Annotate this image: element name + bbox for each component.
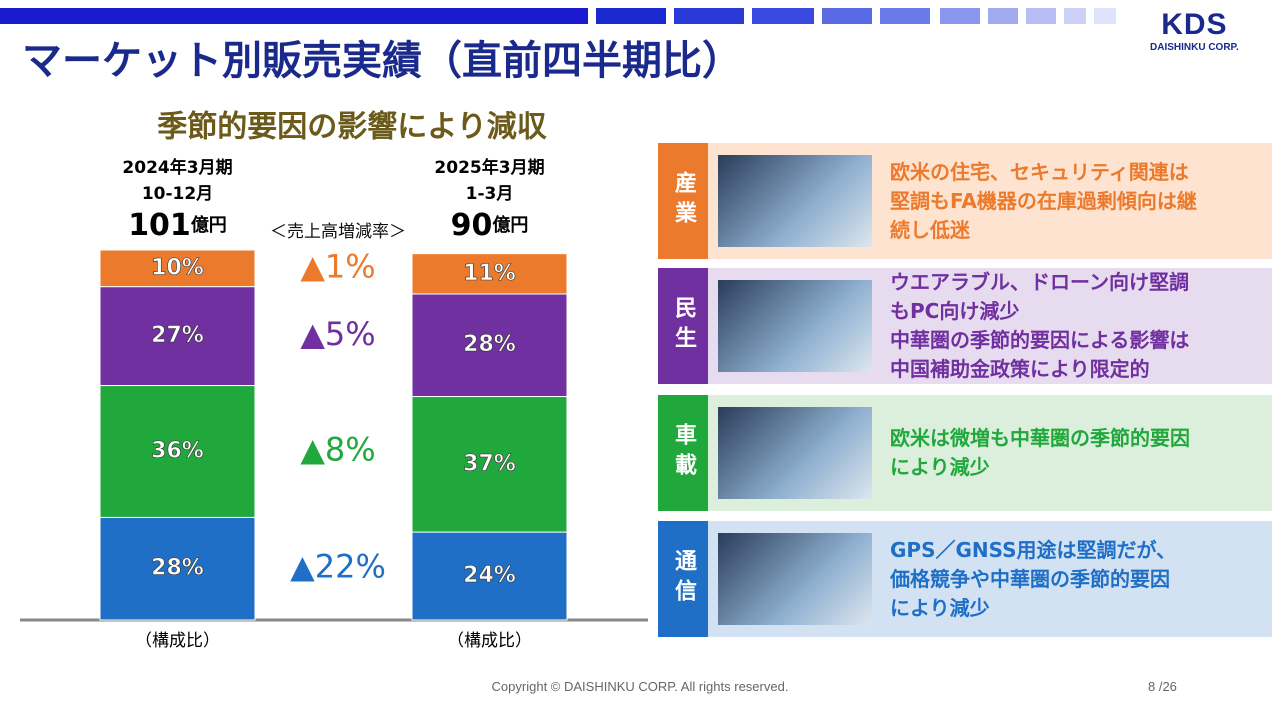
panel-line: ウエアラブル、ドローン向け堅調: [890, 270, 1189, 294]
panel: 車載 欧米は微増も中華圏の季節的要因 により減少: [658, 395, 1272, 511]
change-label: ▲22%: [290, 548, 386, 586]
panel-text: ウエアラブル、ドローン向け堅調 もPC向け減少中華圏の季節的要因による影響は 中国補…: [890, 268, 1189, 384]
panel-label: 民生: [658, 268, 708, 384]
bar-segment: [411, 396, 568, 533]
bar-segment: [99, 286, 256, 387]
title: マーケット別販売実績（直前四半期比）: [22, 38, 742, 84]
panel-image: [718, 407, 872, 499]
panel-label: 通信: [658, 521, 708, 637]
panel-line: 堅調もFA機器の在庫過剰傾向は継: [890, 188, 1197, 213]
bar-segment: [411, 531, 568, 621]
change-label: ▲8%: [300, 430, 375, 468]
panel-text: 欧米は微増も中華圏の季節的要因 により減少: [890, 395, 1190, 511]
total-label: 101億円: [128, 208, 227, 243]
panel-line: により減少: [890, 455, 990, 479]
panel-line: 欧米は微増も中華圏の季節的要因: [890, 426, 1190, 450]
panel-image: [718, 533, 872, 625]
panel: 通信 GPS／GNSS用途は堅調だが、 価格競争や中華圏の季節的要因 により減少: [658, 521, 1272, 637]
total-value: 101: [128, 208, 191, 243]
panel-line: 続し低迷: [890, 217, 970, 242]
value-label: 10%: [151, 255, 204, 280]
total-unit: 億円: [191, 214, 227, 236]
panel: 産業 欧米の住宅、セキュリティ関連は 堅調もFA機器の在庫過剰傾向は継 続し低迷: [658, 143, 1272, 259]
value-label: 24%: [463, 563, 516, 588]
header-bar: [0, 8, 1116, 24]
panel-image: [718, 155, 872, 247]
panel-image: [718, 280, 872, 372]
page-number: 8 /26: [1148, 679, 1177, 694]
panel-line: により減少: [890, 595, 990, 620]
panel-text: 欧米の住宅、セキュリティ関連は 堅調もFA機器の在庫過剰傾向は継 続し低迷: [890, 143, 1197, 259]
panel-line: 価格競争や中華圏の季節的要因: [890, 566, 1170, 591]
panel-text: GPS／GNSS用途は堅調だが、 価格競争や中華圏の季節的要因 により減少: [890, 521, 1176, 637]
axis-label: （構成比）: [447, 631, 532, 651]
change-label: ▲5%: [300, 315, 375, 353]
value-label: 28%: [151, 556, 204, 581]
bar-segment: [411, 253, 568, 295]
category-label: 2025年3月期: [434, 157, 544, 178]
panel-line: もPC向け減少: [890, 299, 1020, 323]
total-label: 90億円: [451, 208, 529, 243]
value-label: 37%: [463, 451, 516, 476]
panel-line: GPS／GNSS用途は堅調だが、: [890, 537, 1177, 562]
value-label: 11%: [463, 261, 516, 286]
panel-line: 欧米の住宅、セキュリティ関連は: [890, 159, 1189, 184]
panel: 民生 ウエアラブル、ドローン向け堅調 もPC向け減少中華圏の季節的要因による影響は中…: [658, 268, 1272, 384]
period-label: 1-3月: [466, 184, 514, 204]
change-label: ▲1%: [300, 247, 375, 285]
chart: 季節的要因の影響により減収 ＜売上高増減率＞ 2024年3月期 10-12月 101…: [20, 110, 648, 651]
total-unit: 億円: [492, 214, 528, 236]
change-title: ＜売上高増減率＞: [270, 222, 406, 242]
logo: KDS DAISHINKU CORP.: [1150, 8, 1239, 53]
axis-label: （構成比）: [135, 631, 220, 651]
period-label: 10-12月: [142, 184, 213, 204]
category-label: 2024年3月期: [122, 157, 232, 178]
panel-label: 車載: [658, 395, 708, 511]
panel-label: 産業: [658, 143, 708, 259]
chart-subtitle: 季節的要因の影響により減収: [157, 110, 547, 145]
company: DAISHINKU CORP.: [1150, 42, 1239, 53]
bar-segment: [99, 249, 256, 288]
copyright: Copyright © DAISHINKU CORP. All rights r…: [491, 679, 789, 694]
panel-line: 中国補助金政策により限定的: [890, 357, 1150, 381]
bar-segment: [411, 293, 568, 398]
panel-line: 中華圏の季節的要因による影響は: [890, 328, 1190, 352]
logo-mark: KDS: [1161, 8, 1228, 41]
value-label: 27%: [151, 323, 204, 348]
value-label: 36%: [151, 438, 204, 463]
value-label: 28%: [463, 332, 516, 357]
total-value: 90: [451, 208, 493, 243]
